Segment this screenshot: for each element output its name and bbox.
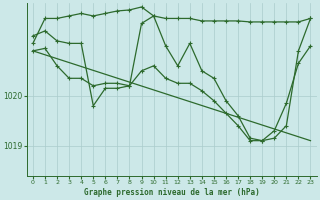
X-axis label: Graphe pression niveau de la mer (hPa): Graphe pression niveau de la mer (hPa) (84, 188, 260, 197)
